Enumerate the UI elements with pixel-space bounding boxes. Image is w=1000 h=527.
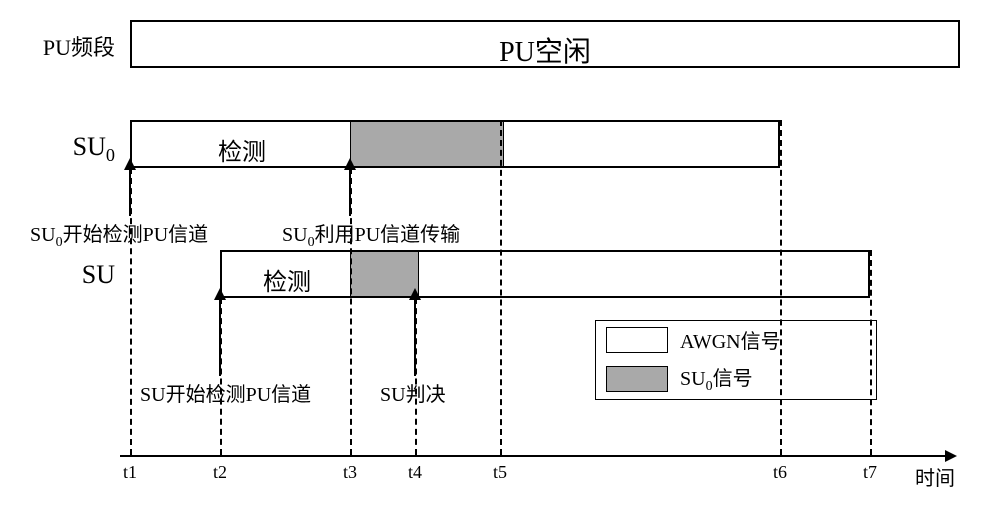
legend-row-su0: SU0信号 bbox=[596, 358, 876, 399]
su-bar: 检测 bbox=[220, 250, 870, 298]
pu-idle-text: PU空闲 bbox=[132, 30, 958, 70]
annot-su0-start: SU0开始检测PU信道 bbox=[30, 218, 208, 251]
tick-t7: t7 bbox=[863, 462, 877, 483]
legend-swatch-gray bbox=[606, 366, 668, 392]
legend-label-su0: SU0信号 bbox=[680, 362, 753, 395]
su0-detect-text: 检测 bbox=[132, 132, 352, 167]
tick-t4: t4 bbox=[408, 462, 422, 483]
legend-swatch-white bbox=[606, 327, 668, 353]
pu-row-label: PU频段 bbox=[20, 30, 115, 62]
annot-su0-tx: SU0利用PU信道传输 bbox=[282, 218, 460, 251]
annot-su-decide: SU判决 bbox=[380, 378, 446, 407]
annot-su-start: SU开始检测PU信道 bbox=[140, 378, 311, 407]
time-axis bbox=[120, 455, 945, 457]
dash-t5 bbox=[500, 120, 502, 455]
tick-t6: t6 bbox=[773, 462, 787, 483]
tick-t3: t3 bbox=[343, 462, 357, 483]
dash-t1 bbox=[130, 168, 132, 455]
legend: AWGN信号 SU0信号 bbox=[595, 320, 877, 400]
su0-gray-seg bbox=[350, 122, 504, 166]
su0-bar: 检测 bbox=[130, 120, 780, 168]
timing-diagram: PU频段 PU空闲 SU0 检测 SU0开始检测PU信道 SU0利用PU信道传输… bbox=[20, 20, 980, 507]
dash-t2 bbox=[220, 298, 222, 455]
axis-label: 时间 bbox=[915, 462, 955, 491]
axis-arrow-icon bbox=[945, 450, 957, 462]
tick-t2: t2 bbox=[213, 462, 227, 483]
pu-bar: PU空闲 bbox=[130, 20, 960, 68]
dash-t3 bbox=[350, 168, 352, 455]
legend-row-awgn: AWGN信号 bbox=[596, 321, 876, 358]
su-detect-text: 检测 bbox=[222, 262, 352, 297]
dash-t4 bbox=[415, 298, 417, 455]
legend-label-awgn: AWGN信号 bbox=[680, 325, 781, 354]
dash-t6 bbox=[780, 120, 782, 455]
su-row-label: SU bbox=[20, 260, 115, 290]
tick-t1: t1 bbox=[123, 462, 137, 483]
tick-t5: t5 bbox=[493, 462, 507, 483]
su0-row-label: SU0 bbox=[20, 132, 115, 166]
